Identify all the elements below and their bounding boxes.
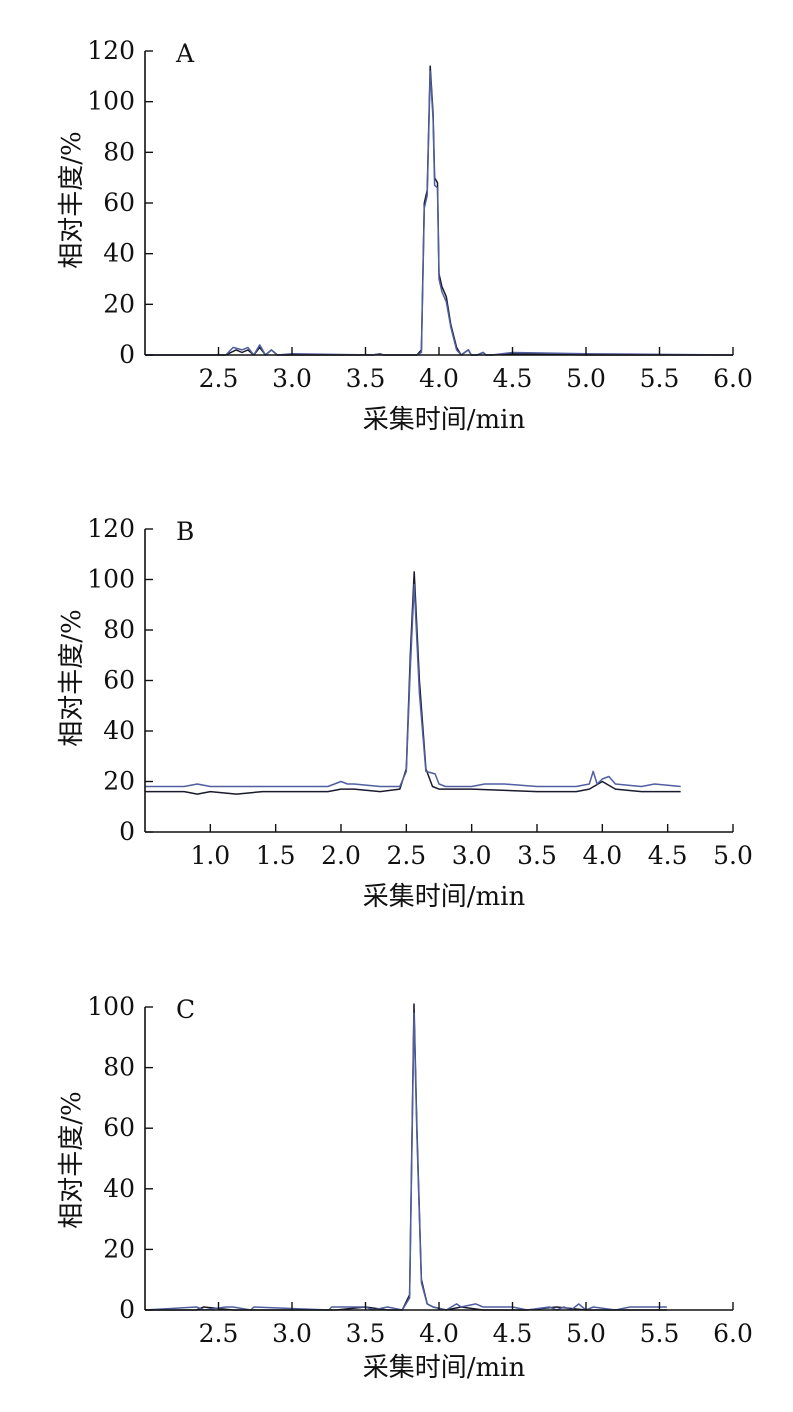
panel-a-traces xyxy=(145,65,734,356)
x-tick-label: 5.0 xyxy=(566,364,606,393)
x-tick-label: 4.5 xyxy=(493,364,533,393)
y-tick-label: 100 xyxy=(87,87,135,116)
panel-b-label: B xyxy=(176,517,194,546)
x-tick-label: 4.0 xyxy=(419,364,459,393)
x-tick-label: 2.5 xyxy=(386,841,426,870)
y-tick-label: 0 xyxy=(119,1295,135,1324)
x-tick-label: 2.0 xyxy=(321,841,361,870)
x-tick-label: 3.0 xyxy=(272,1319,312,1348)
x-tick-label: 5.0 xyxy=(713,841,753,870)
y-tick-label: 120 xyxy=(87,514,135,543)
panel-c-trace-2 xyxy=(144,1012,667,1311)
y-tick-label: 60 xyxy=(103,188,135,217)
y-tick-label: 100 xyxy=(87,565,135,594)
panel-c-x-axis-label: 采集时间/min xyxy=(363,1353,526,1383)
chart-panel-a: 0 20 40 60 80 100 120 2.5 3.0 3.5 4.0 4.5 5.0 5.5 6.0… xyxy=(57,36,753,435)
y-tick-label: 0 xyxy=(119,817,135,846)
chart-panel-b: 0 20 40 60 80 100 120 1.0 1.5 2.0 2.5 3.0 3.5 4.0 4.5… xyxy=(57,514,753,912)
x-tick-label: 5.0 xyxy=(566,1319,606,1348)
y-tick-label: 40 xyxy=(103,239,135,268)
panel-a-x-ticks: 2.5 3.0 3.5 4.0 4.5 5.0 5.5 6.0 xyxy=(199,347,753,393)
x-tick-label: 4.0 xyxy=(419,1319,459,1348)
x-tick-label: 2.5 xyxy=(199,1319,239,1348)
x-tick-label: 6.0 xyxy=(713,1319,753,1348)
panel-c-y-axis-label: 相对丰度/% xyxy=(57,1091,87,1228)
panel-c-axes xyxy=(144,1007,733,1311)
panel-b-traces xyxy=(145,571,681,795)
x-tick-label: 4.0 xyxy=(582,841,622,870)
panel-a-label: A xyxy=(175,39,195,68)
x-tick-label: 3.5 xyxy=(517,841,557,870)
x-tick-label: 3.0 xyxy=(452,841,492,870)
panel-c-y-ticks: 0 20 40 60 80 100 xyxy=(87,992,153,1324)
panel-c-traces xyxy=(144,1003,667,1311)
y-tick-label: 40 xyxy=(103,1174,135,1203)
y-tick-label: 0 xyxy=(119,340,135,369)
y-tick-label: 100 xyxy=(87,992,135,1021)
panel-b-trace-1 xyxy=(145,571,681,795)
x-tick-label: 2.5 xyxy=(199,364,239,393)
x-tick-label: 5.5 xyxy=(640,1319,680,1348)
y-tick-label: 20 xyxy=(103,1234,135,1263)
x-tick-label: 4.5 xyxy=(493,1319,533,1348)
y-tick-label: 80 xyxy=(103,1053,135,1082)
x-tick-label: 5.5 xyxy=(640,364,680,393)
panel-b-y-axis-label: 相对丰度/% xyxy=(57,609,87,746)
y-tick-label: 80 xyxy=(103,137,135,166)
panel-b-x-axis-label: 采集时间/min xyxy=(363,882,526,912)
panel-c-label: C xyxy=(176,995,195,1024)
panel-b-trace-2 xyxy=(145,583,681,788)
panel-a-axes xyxy=(144,51,733,356)
panel-c-x-ticks: 2.5 3.0 3.5 4.0 4.5 5.0 5.5 6.0 xyxy=(199,1302,753,1348)
panel-c-trace-1 xyxy=(145,1003,667,1311)
y-tick-label: 40 xyxy=(103,716,135,745)
panel-b-y-ticks: 0 20 40 60 80 100 120 xyxy=(87,514,153,846)
panel-a-y-axis-label: 相对丰度/% xyxy=(57,131,87,268)
panel-a-y-ticks: 0 20 40 60 80 100 120 xyxy=(87,36,153,369)
panel-a-x-axis-label: 采集时间/min xyxy=(363,405,526,435)
y-tick-label: 80 xyxy=(103,615,135,644)
x-tick-label: 3.5 xyxy=(346,1319,386,1348)
x-tick-label: 1.0 xyxy=(190,841,230,870)
x-tick-label: 1.5 xyxy=(256,841,296,870)
y-tick-label: 20 xyxy=(103,289,135,318)
panel-a-trace-2 xyxy=(145,70,734,356)
y-tick-label: 60 xyxy=(103,666,135,695)
y-tick-label: 20 xyxy=(103,767,135,796)
panel-b-x-ticks: 1.0 1.5 2.0 2.5 3.0 3.5 4.0 4.5 5.0 xyxy=(190,824,753,870)
panel-a-trace-1 xyxy=(145,65,733,356)
x-tick-label: 6.0 xyxy=(713,364,753,393)
y-tick-label: 60 xyxy=(103,1113,135,1142)
x-tick-label: 3.5 xyxy=(346,364,386,393)
x-tick-label: 3.0 xyxy=(272,364,312,393)
y-tick-label: 120 xyxy=(87,36,135,65)
x-tick-label: 4.5 xyxy=(648,841,688,870)
